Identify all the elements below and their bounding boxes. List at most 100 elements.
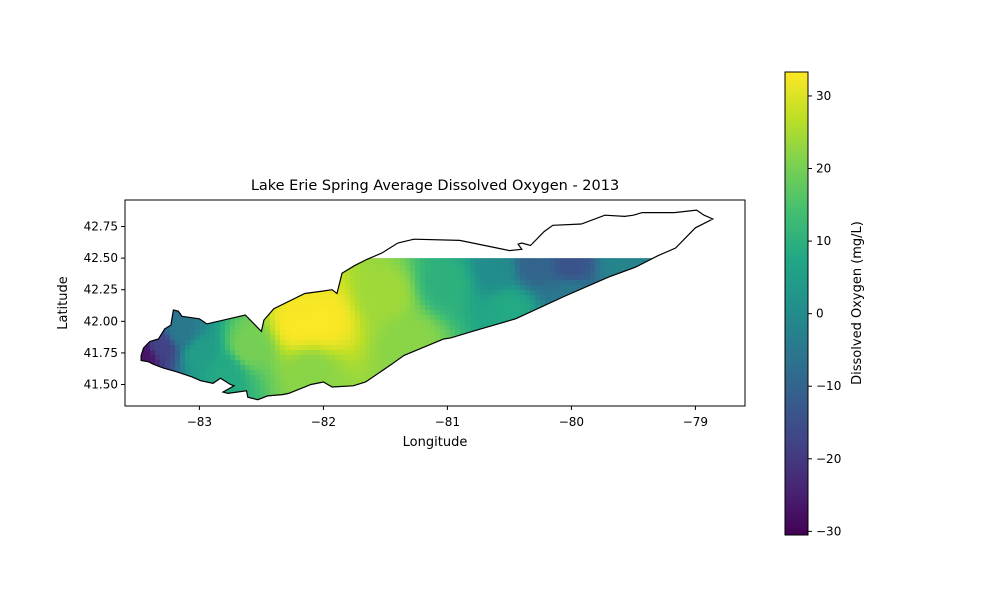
field-cell bbox=[160, 340, 166, 346]
field-cell bbox=[215, 370, 221, 376]
field-cell bbox=[340, 345, 346, 351]
field-cell bbox=[655, 330, 661, 336]
field-cell bbox=[410, 285, 416, 291]
field-cell bbox=[200, 365, 206, 371]
field-cell bbox=[205, 240, 211, 246]
field-cell bbox=[625, 365, 631, 371]
field-cell bbox=[430, 258, 436, 261]
field-cell bbox=[365, 265, 371, 271]
field-cell bbox=[535, 245, 541, 251]
field-cell bbox=[235, 355, 241, 361]
field-cell bbox=[370, 265, 376, 271]
field-cell bbox=[620, 335, 626, 341]
colorbar-tick-label: 30 bbox=[816, 89, 831, 103]
field-cell bbox=[390, 265, 396, 271]
field-cell bbox=[265, 265, 271, 271]
field-cell bbox=[245, 320, 251, 326]
field-cell bbox=[195, 330, 201, 336]
field-cell bbox=[515, 365, 521, 371]
field-cell bbox=[400, 300, 406, 306]
field-cell bbox=[180, 360, 186, 366]
field-cell bbox=[180, 250, 186, 256]
field-cell bbox=[160, 250, 166, 256]
field-cell bbox=[645, 305, 651, 311]
field-cell bbox=[310, 258, 316, 261]
field-cell bbox=[625, 305, 631, 311]
field-cell bbox=[650, 325, 656, 331]
field-cell bbox=[570, 355, 576, 361]
field-cell bbox=[650, 250, 656, 256]
field-cell bbox=[520, 350, 526, 356]
field-cell bbox=[540, 330, 546, 336]
field-cell bbox=[575, 240, 581, 246]
field-cell bbox=[610, 270, 616, 276]
field-cell bbox=[580, 385, 586, 391]
field-cell bbox=[355, 280, 361, 286]
field-cell bbox=[200, 275, 206, 281]
field-cell bbox=[380, 385, 386, 391]
field-cell bbox=[600, 285, 606, 291]
field-cell bbox=[645, 360, 651, 366]
field-cell bbox=[395, 380, 401, 386]
field-cell bbox=[230, 265, 236, 271]
field-cell bbox=[645, 300, 651, 306]
field-cell bbox=[420, 395, 426, 400]
field-cell bbox=[460, 285, 466, 291]
field-cell bbox=[290, 280, 296, 286]
field-cell bbox=[615, 395, 621, 400]
field-cell bbox=[405, 310, 411, 316]
field-cell bbox=[550, 385, 556, 391]
field-cell bbox=[250, 345, 256, 351]
field-cell bbox=[490, 350, 496, 356]
field-cell bbox=[570, 395, 576, 400]
field-cell bbox=[630, 375, 636, 381]
field-cell bbox=[610, 390, 616, 396]
field-cell bbox=[330, 240, 336, 246]
field-cell bbox=[555, 355, 561, 361]
field-cell bbox=[625, 260, 631, 266]
field-cell bbox=[260, 370, 266, 376]
field-cell bbox=[390, 330, 396, 336]
field-cell bbox=[305, 280, 311, 286]
field-cell bbox=[600, 390, 606, 396]
field-cell bbox=[625, 320, 631, 326]
field-cell bbox=[420, 310, 426, 316]
field-cell bbox=[420, 360, 426, 366]
field-cell bbox=[345, 320, 351, 326]
field-cell bbox=[180, 320, 186, 326]
field-cell bbox=[555, 240, 561, 246]
field-cell bbox=[220, 350, 226, 356]
field-cell bbox=[141, 330, 146, 336]
field-cell bbox=[395, 375, 401, 381]
field-cell bbox=[610, 265, 616, 271]
field-cell bbox=[460, 275, 466, 281]
field-cell bbox=[565, 375, 571, 381]
field-cell bbox=[210, 375, 216, 381]
field-cell bbox=[340, 245, 346, 251]
field-cell bbox=[630, 258, 636, 261]
field-cell bbox=[300, 300, 306, 306]
field-cell bbox=[415, 300, 421, 306]
field-cell bbox=[520, 260, 526, 266]
field-cell bbox=[210, 260, 216, 266]
field-cell bbox=[525, 365, 531, 371]
field-cell bbox=[505, 300, 511, 306]
field-cell bbox=[455, 290, 461, 296]
field-cell bbox=[655, 350, 661, 356]
field-cell bbox=[660, 275, 666, 281]
field-cell bbox=[580, 250, 586, 256]
field-cell bbox=[540, 320, 546, 326]
field-cell bbox=[630, 310, 636, 316]
field-cell bbox=[360, 290, 366, 296]
field-cell bbox=[280, 345, 286, 351]
field-cell bbox=[145, 365, 151, 371]
field-cell bbox=[455, 340, 461, 346]
field-cell bbox=[440, 360, 446, 366]
field-cell bbox=[430, 305, 436, 311]
field-cell bbox=[455, 280, 461, 286]
field-cell bbox=[320, 395, 326, 400]
field-cell bbox=[520, 305, 526, 311]
field-cell bbox=[520, 370, 526, 376]
field-cell bbox=[620, 385, 626, 391]
field-cell bbox=[665, 350, 671, 356]
